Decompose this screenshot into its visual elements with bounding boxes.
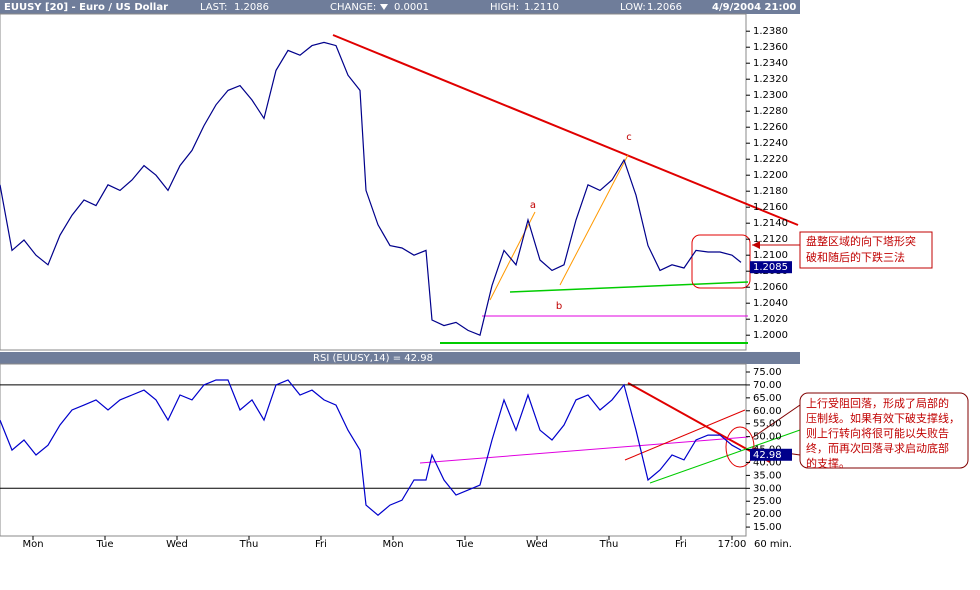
wave-label: b [556,301,562,312]
wave-label: c [626,132,632,143]
trendline [559,154,629,286]
y-tick-label: 1.2340 [753,58,788,69]
price-frame [0,13,747,351]
high-label: HIGH: [490,2,519,13]
note-line: 的支撑。 [806,456,850,470]
high: 1.2110 [524,2,559,13]
y-tick-label: 1.2020 [753,314,788,325]
y-tick-label: 1.2260 [753,122,788,133]
y-tick-label: 75.00 [753,367,782,378]
x-tick-label: Fri [675,539,687,550]
low-label: LOW: [620,2,646,13]
last: 1.2086 [234,2,269,13]
note-box [799,392,969,469]
x-tick-label: Wed [526,539,548,550]
y-tick-label: 1.2240 [753,138,788,149]
x-tick-label: Thu [599,539,619,550]
y-tick-label: 1.2000 [753,330,788,341]
highlight-box [691,234,751,289]
last-value-label: 42.98 [753,450,782,461]
y-tick-label: 1.2320 [753,74,788,85]
change: 0.0001 [394,2,429,13]
y-tick-label: 1.2120 [753,234,788,245]
y-tick-label: 65.00 [753,393,782,404]
trendline [489,211,536,301]
series-line [0,41,742,337]
trendline [624,409,746,461]
rsi-bar [0,352,800,364]
x-tick-label: Tue [95,539,113,550]
y-tick-label: 1.2040 [753,298,788,309]
note-line: 则上行转向将很可能以失败告 [806,426,949,440]
interval: 60 min. [754,539,792,550]
y-tick-label: 1.2180 [753,186,788,197]
change-label: CHANGE: [330,2,376,13]
note-box [799,231,933,269]
y-tick-label: 1.2200 [753,170,788,181]
rsi-title: RSI (EUUSY,14) = 42.98 [313,353,433,364]
y-tick-label: 1.2220 [753,154,788,165]
y-tick-label: 1.2280 [753,106,788,117]
y-tick-label: 25.00 [753,496,782,507]
y-tick-label: 1.2060 [753,282,788,293]
x-tick-label: Wed [166,539,188,550]
y-tick-label: 50.00 [753,432,782,443]
x-tick-label: Thu [239,539,259,550]
note-arrowhead [752,241,760,249]
datetime: 4/9/2004 21:00 [712,2,796,13]
last-value-box [750,261,792,274]
note-line: 上行受阻回落，形成了局部的 [806,396,949,410]
y-tick-label: 60.00 [753,406,782,417]
series-line [0,379,742,516]
y-tick-label: 1.2100 [753,250,788,261]
down-arrow [380,4,388,10]
y-tick-label: 1.2160 [753,202,788,213]
y-tick-label: 1.2360 [753,42,788,53]
last-value-label: 1.2085 [753,262,788,273]
last-value-box [750,448,792,461]
note-line: 破和随后的下跌三法 [806,250,905,264]
trendline [509,281,749,293]
y-tick-label: 30.00 [753,483,782,494]
note-line: 终，而再次回落寻求启动底部 [806,441,949,455]
y-tick-label: 35.00 [753,470,782,481]
y-tick-label: 1.2380 [753,26,788,37]
trendline [419,436,749,464]
y-tick-label: 20.00 [753,509,782,520]
x-tick-label: 17:00 [718,539,747,550]
trendline [332,34,799,226]
x-tick-label: Fri [315,539,327,550]
wave-label: a [530,200,536,211]
low: 1.2066 [647,2,682,13]
y-tick-label: 15.00 [753,522,782,533]
y-tick-label: 1.2300 [753,90,788,101]
highlight-circle [725,426,755,468]
y-tick-label: 55.00 [753,419,782,430]
note-line: 盘整区域的向下塔形突 [806,234,916,248]
rsi-frame [0,363,747,537]
symbol: EUUSY [20] - Euro / US Dollar [4,2,168,13]
x-tick-label: Mon [382,539,403,550]
y-tick-label: 1.2140 [753,218,788,229]
trendline [649,429,801,484]
note-line: 压制线。如果有效下破支撑线， [806,411,960,425]
y-tick-label: 70.00 [753,380,782,391]
x-tick-label: Mon [22,539,43,550]
header-bar [0,0,800,14]
y-tick-label: 40.00 [753,457,782,468]
x-tick-label: Tue [455,539,473,550]
last-label: LAST: [200,2,227,13]
note-arrow [751,404,801,439]
